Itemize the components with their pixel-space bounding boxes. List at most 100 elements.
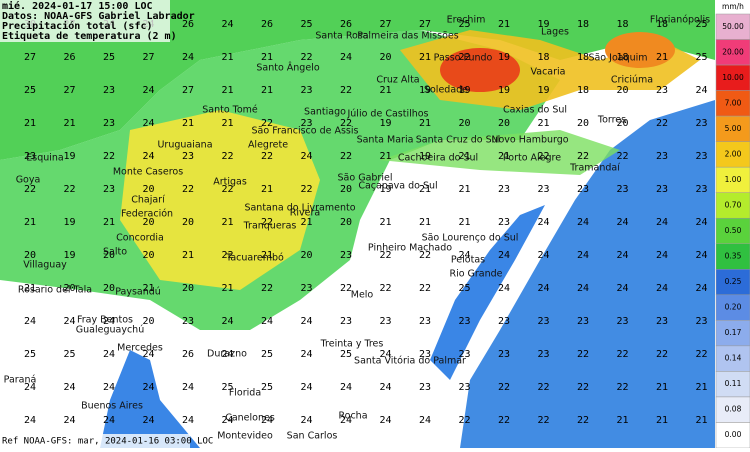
place-name: Palmeira das Missões bbox=[357, 31, 458, 42]
temperature-label: 22 bbox=[577, 349, 589, 360]
temperature-label: 19 bbox=[63, 250, 75, 261]
temperature-label: 19 bbox=[537, 19, 549, 30]
temperature-label: 22 bbox=[616, 349, 628, 360]
temperature-label: 19 bbox=[498, 85, 510, 96]
temperature-label: 24 bbox=[419, 415, 431, 426]
temperature-label: 23 bbox=[103, 184, 115, 195]
legend-label: 0.20 bbox=[725, 303, 742, 312]
place-name: Júlio de Castilhos bbox=[346, 109, 428, 120]
temperature-label: 20 bbox=[340, 184, 352, 195]
legend-label: 0.11 bbox=[725, 379, 742, 388]
temperature-label: 19 bbox=[63, 217, 75, 228]
place-name: Caxias do Sul bbox=[503, 105, 567, 116]
legend-label: 2.00 bbox=[725, 149, 742, 158]
temperature-label: 24 bbox=[498, 250, 510, 261]
place-name: Montevideo bbox=[217, 431, 273, 442]
temperature-label: 24 bbox=[24, 316, 36, 327]
temperature-label: 22 bbox=[24, 184, 36, 195]
temperature-label: 23 bbox=[656, 151, 668, 162]
map-background bbox=[0, 0, 715, 448]
temperature-label: 23 bbox=[616, 316, 628, 327]
place-name: Rosario del Tala bbox=[18, 285, 92, 296]
temperature-label: 22 bbox=[419, 283, 431, 294]
temperature-label: 25 bbox=[458, 19, 470, 30]
header-line: Precipitación total (sfc) bbox=[2, 20, 153, 32]
place-name: Vacaria bbox=[531, 67, 566, 78]
temperature-label: 21 bbox=[221, 217, 233, 228]
place-name: Lages bbox=[541, 27, 569, 38]
place-name: São Francisco de Assis bbox=[252, 126, 359, 137]
place-name: Santa Cruz do Sul bbox=[416, 135, 501, 146]
place-name: São Lourenço do Sul bbox=[422, 233, 519, 244]
temperature-label: 24 bbox=[577, 217, 589, 228]
temperature-label: 23 bbox=[577, 316, 589, 327]
temperature-label: 25 bbox=[103, 52, 115, 63]
temperature-label: 21 bbox=[537, 118, 549, 129]
temperature-label: 22 bbox=[340, 283, 352, 294]
temperature-label: 23 bbox=[537, 349, 549, 360]
temperature-label: 23 bbox=[656, 184, 668, 195]
temperature-label: 23 bbox=[419, 316, 431, 327]
temperature-label: 27 bbox=[419, 19, 431, 30]
legend-label: 0.70 bbox=[725, 200, 742, 209]
legend-label: 20.00 bbox=[722, 47, 744, 56]
temperature-label: 20 bbox=[142, 316, 154, 327]
place-name: Goya bbox=[16, 175, 41, 186]
legend-swatch bbox=[715, 320, 750, 347]
temperature-label: 18 bbox=[577, 52, 589, 63]
temperature-label: 25 bbox=[300, 19, 312, 30]
place-name: Soledade bbox=[424, 85, 468, 96]
temperature-label: 21 bbox=[221, 52, 233, 63]
temperature-label: 24 bbox=[142, 118, 154, 129]
temperature-label: 24 bbox=[142, 151, 154, 162]
temperature-label: 19 bbox=[458, 85, 470, 96]
temperature-label: 24 bbox=[300, 151, 312, 162]
place-name: São Gabriel bbox=[338, 173, 393, 184]
temperature-label: 24 bbox=[340, 415, 352, 426]
temperature-label: 22 bbox=[577, 382, 589, 393]
temperature-label: 23 bbox=[498, 349, 510, 360]
temperature-label: 23 bbox=[695, 151, 707, 162]
temperature-label: 20 bbox=[63, 283, 75, 294]
temperature-label: 19 bbox=[498, 52, 510, 63]
place-name: São Joaquim bbox=[588, 53, 647, 64]
temperature-label: 24 bbox=[498, 283, 510, 294]
temperature-label: 23 bbox=[24, 151, 36, 162]
temperature-label: 20 bbox=[300, 250, 312, 261]
temperature-label: 22 bbox=[458, 415, 470, 426]
temperature-label: 24 bbox=[300, 382, 312, 393]
temperature-label: 19 bbox=[63, 151, 75, 162]
temperature-label: 22 bbox=[340, 118, 352, 129]
place-name: Artigas bbox=[213, 177, 247, 188]
temperature-label: 24 bbox=[142, 349, 154, 360]
place-name: Uruguaiana bbox=[157, 140, 212, 151]
place-name: Salto bbox=[103, 247, 127, 258]
temperature-label: 25 bbox=[24, 85, 36, 96]
temperature-label: 21 bbox=[379, 151, 391, 162]
temperature-label: 22 bbox=[261, 151, 273, 162]
temperature-label: 23 bbox=[103, 85, 115, 96]
place-name: San Carlos bbox=[287, 431, 338, 442]
place-name: Durazno bbox=[207, 349, 247, 360]
temperature-label: 19 bbox=[379, 184, 391, 195]
header-background bbox=[0, 0, 170, 42]
temperature-label: 21 bbox=[221, 85, 233, 96]
temperature-label: 20 bbox=[577, 118, 589, 129]
legend-label: 10.00 bbox=[722, 73, 744, 82]
temperature-label: 21 bbox=[656, 382, 668, 393]
legend-label: 0.17 bbox=[725, 328, 742, 337]
place-name: Buenos Aires bbox=[81, 401, 143, 412]
temperature-label: 21 bbox=[656, 415, 668, 426]
temperature-label: 26 bbox=[63, 52, 75, 63]
temperature-label: 18 bbox=[616, 52, 628, 63]
temperature-label: 24 bbox=[695, 250, 707, 261]
temperature-label: 24 bbox=[695, 85, 707, 96]
temperature-label: 27 bbox=[142, 52, 154, 63]
temperature-label: 24 bbox=[142, 415, 154, 426]
temperature-label: 18 bbox=[537, 52, 549, 63]
place-name: Porto Alegre bbox=[503, 153, 561, 164]
temperature-label: 27 bbox=[182, 85, 194, 96]
temperature-label: 23 bbox=[537, 184, 549, 195]
temperature-label: 20 bbox=[182, 217, 194, 228]
temperature-label: 21 bbox=[221, 283, 233, 294]
